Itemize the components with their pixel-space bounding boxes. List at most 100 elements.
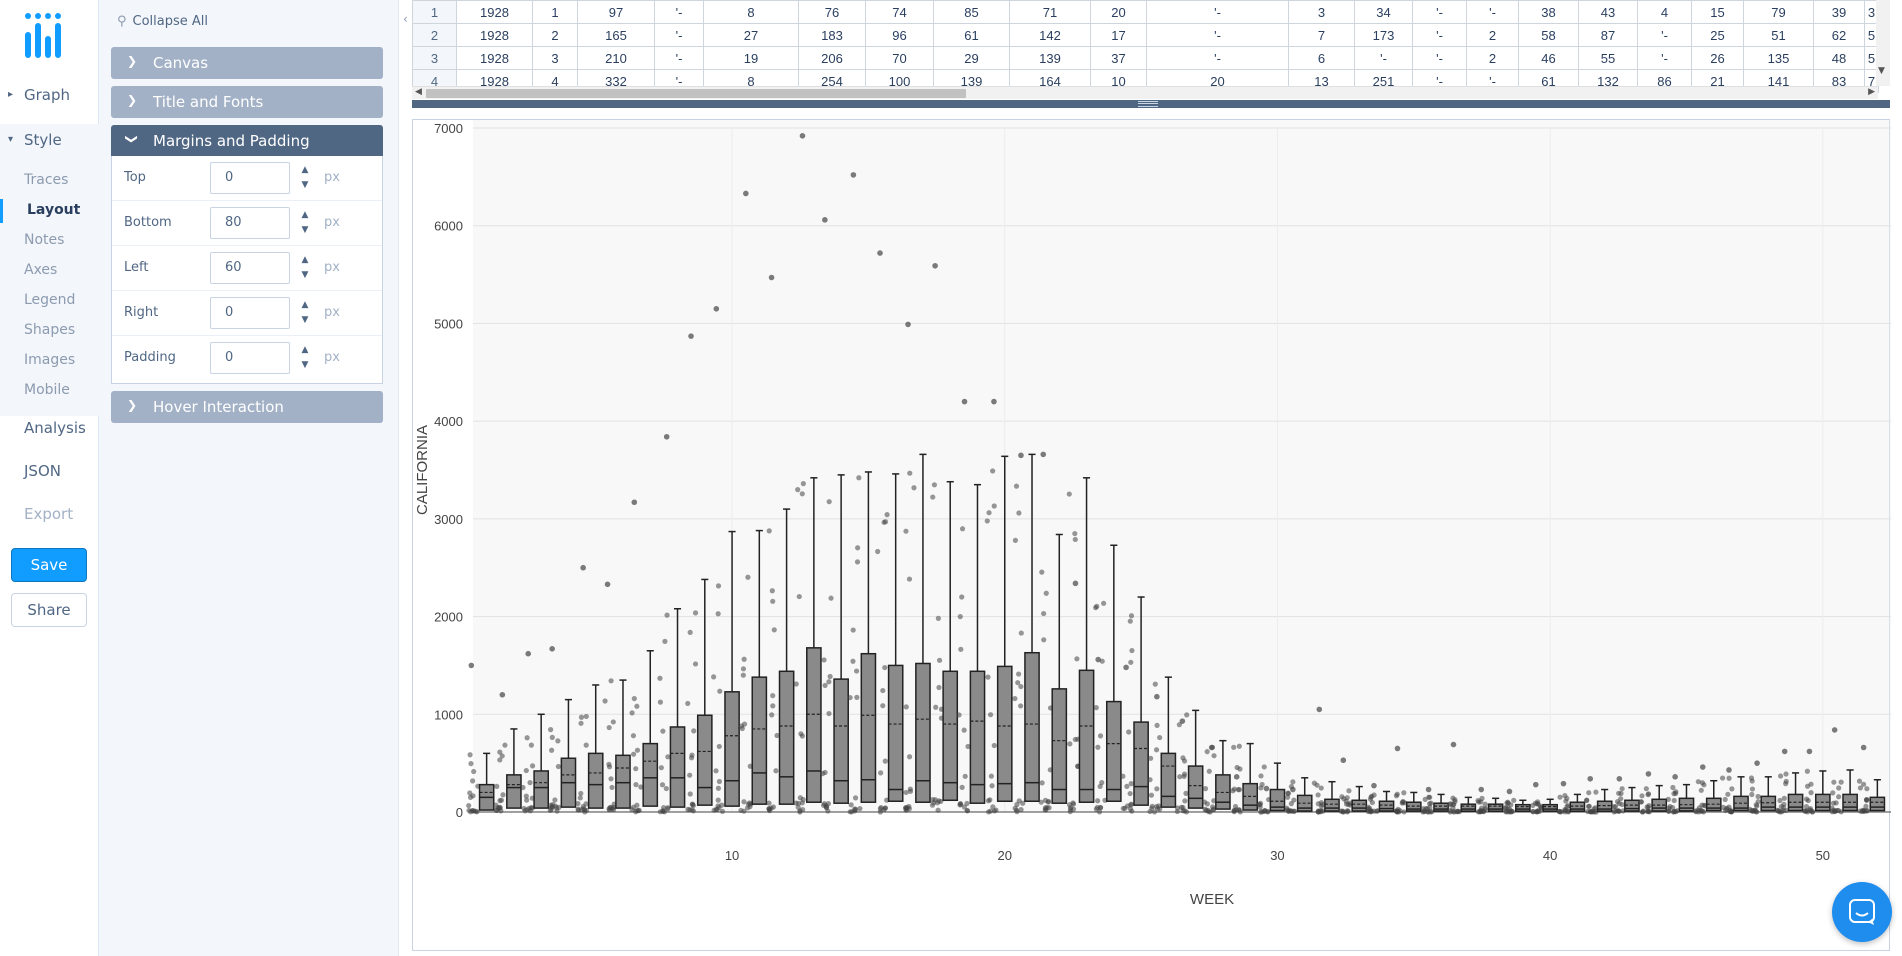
grid-cell[interactable]: 51: [1743, 23, 1814, 47]
grid-cell[interactable]: 142: [1009, 23, 1091, 47]
increment-icon[interactable]: ▲: [301, 345, 309, 355]
grid-cell[interactable]: 15: [1691, 0, 1744, 24]
grid-cell[interactable]: 76: [798, 0, 866, 24]
grid-cell[interactable]: 1: [532, 0, 578, 24]
scrollbar-thumb[interactable]: [426, 89, 966, 98]
row-index-cell[interactable]: 2: [412, 23, 457, 47]
grid-cell[interactable]: 139: [1009, 46, 1091, 70]
plotly-logo[interactable]: [24, 12, 76, 58]
grid-cell[interactable]: '-: [1412, 23, 1467, 47]
increment-icon[interactable]: ▲: [301, 210, 309, 220]
nav-item-layout[interactable]: Layout: [0, 199, 99, 223]
grid-cell[interactable]: '-: [1466, 0, 1519, 24]
grid-cell[interactable]: 97: [577, 0, 655, 24]
grid-cell[interactable]: '-: [1412, 46, 1467, 70]
scroll-right-icon[interactable]: ▶: [1868, 87, 1875, 97]
grid-cell[interactable]: 17: [1090, 23, 1147, 47]
grid-cell[interactable]: '-: [1146, 0, 1289, 24]
nav-style[interactable]: ▾ Style: [0, 128, 99, 154]
grid-cell[interactable]: 20: [1090, 0, 1147, 24]
grid-cell[interactable]: 1928: [456, 23, 533, 47]
row-index-cell[interactable]: 3: [412, 46, 457, 70]
nav-item-legend[interactable]: Legend: [24, 292, 76, 308]
grid-cell[interactable]: 3: [1288, 0, 1355, 24]
nav-item-shapes[interactable]: Shapes: [24, 322, 76, 338]
fold-hover-interaction[interactable]: ❯ Hover Interaction: [111, 391, 383, 423]
grid-cell[interactable]: '-: [1146, 46, 1289, 70]
grid-cell[interactable]: 1928: [456, 46, 533, 70]
fold-margins-and-padding[interactable]: ❯ Margins and Padding: [111, 125, 383, 157]
nav-item-notes[interactable]: Notes: [24, 232, 65, 248]
grid-cell[interactable]: 71: [1009, 0, 1091, 24]
margin-right-input[interactable]: 0: [210, 297, 290, 329]
fold-title-and-fonts[interactable]: ❯ Title and Fonts: [111, 86, 383, 118]
nav-json[interactable]: JSON: [24, 462, 61, 480]
increment-icon[interactable]: ▲: [301, 255, 309, 265]
grid-cell[interactable]: '-: [1412, 0, 1467, 24]
grid-cell[interactable]: 96: [865, 23, 934, 47]
increment-icon[interactable]: ▲: [301, 300, 309, 310]
grid-cell[interactable]: 48: [1813, 46, 1865, 70]
grid-cell[interactable]: '-: [654, 46, 704, 70]
collapse-all-button[interactable]: ⚲ Collapse All: [117, 14, 208, 29]
nav-item-traces[interactable]: Traces: [24, 172, 69, 188]
grid-cell[interactable]: 70: [865, 46, 934, 70]
margin-bottom-input[interactable]: 80: [210, 207, 290, 239]
grid-cell[interactable]: 173: [1354, 23, 1413, 47]
grid-cell[interactable]: 3: [532, 46, 578, 70]
grid-cell[interactable]: 2: [532, 23, 578, 47]
nav-graph[interactable]: ▸ Graph: [0, 83, 99, 109]
grid-cell[interactable]: 135: [1743, 46, 1814, 70]
increment-icon[interactable]: ▲: [301, 165, 309, 175]
grid-cell[interactable]: 2: [1466, 46, 1519, 70]
nav-analysis[interactable]: Analysis: [24, 419, 86, 437]
grid-cell[interactable]: 85: [933, 0, 1010, 24]
padding-input[interactable]: 0: [210, 342, 290, 374]
grid-cell[interactable]: 19: [703, 46, 799, 70]
grid-cell[interactable]: 27: [703, 23, 799, 47]
decrement-icon[interactable]: ▼: [301, 225, 309, 235]
chat-launcher-button[interactable]: [1832, 882, 1892, 942]
nav-item-mobile[interactable]: Mobile: [24, 382, 70, 398]
decrement-icon[interactable]: ▼: [301, 360, 309, 370]
grid-cell[interactable]: 2: [1466, 23, 1519, 47]
grid-cell[interactable]: 210: [577, 46, 655, 70]
grid-cell[interactable]: 1928: [456, 0, 533, 24]
grid-cell[interactable]: 206: [798, 46, 866, 70]
grid-cell[interactable]: 87: [1578, 23, 1638, 47]
grid-cell[interactable]: 4: [1637, 0, 1692, 24]
grid-cell[interactable]: 74: [865, 0, 934, 24]
grid-cell[interactable]: 8: [703, 0, 799, 24]
save-button[interactable]: Save: [11, 548, 87, 582]
grid-cell[interactable]: 39: [1813, 0, 1865, 24]
decrement-icon[interactable]: ▼: [301, 270, 309, 280]
grid-cell[interactable]: 29: [933, 46, 1010, 70]
resize-divider[interactable]: [412, 100, 1890, 108]
grid-cell[interactable]: 183: [798, 23, 866, 47]
fold-canvas[interactable]: ❯ Canvas: [111, 47, 383, 79]
drag-handle-icon[interactable]: [1138, 101, 1158, 107]
box-plot[interactable]: 0 1000 2000 3000 4000 5000 6000 7000 10 20 30 40 50 W…: [413, 120, 1891, 952]
decrement-icon[interactable]: ▼: [301, 180, 309, 190]
grid-cell[interactable]: 79: [1743, 0, 1814, 24]
grid-vertical-scrollbar[interactable]: ▼: [1876, 0, 1890, 86]
grid-cell[interactable]: 55: [1578, 46, 1638, 70]
nav-item-images[interactable]: Images: [24, 352, 76, 368]
grid-cell[interactable]: '-: [1637, 46, 1692, 70]
decrement-icon[interactable]: ▼: [301, 315, 309, 325]
grid-cell[interactable]: '-: [1146, 23, 1289, 47]
grid-horizontal-scrollbar[interactable]: ◀ ▶: [412, 86, 1878, 99]
grid-cell[interactable]: '-: [1354, 46, 1413, 70]
grid-cell[interactable]: 46: [1518, 46, 1579, 70]
margin-left-input[interactable]: 60: [210, 252, 290, 284]
grid-cell[interactable]: 43: [1578, 0, 1638, 24]
nav-item-axes[interactable]: Axes: [24, 262, 58, 278]
grid-cell[interactable]: 34: [1354, 0, 1413, 24]
grid-cell[interactable]: 6: [1288, 46, 1355, 70]
share-button[interactable]: Share: [11, 593, 87, 627]
grid-cell[interactable]: 165: [577, 23, 655, 47]
grid-cell[interactable]: 26: [1691, 46, 1744, 70]
grid-cell[interactable]: 58: [1518, 23, 1579, 47]
scroll-left-icon[interactable]: ◀: [415, 87, 422, 97]
grid-cell[interactable]: 37: [1090, 46, 1147, 70]
